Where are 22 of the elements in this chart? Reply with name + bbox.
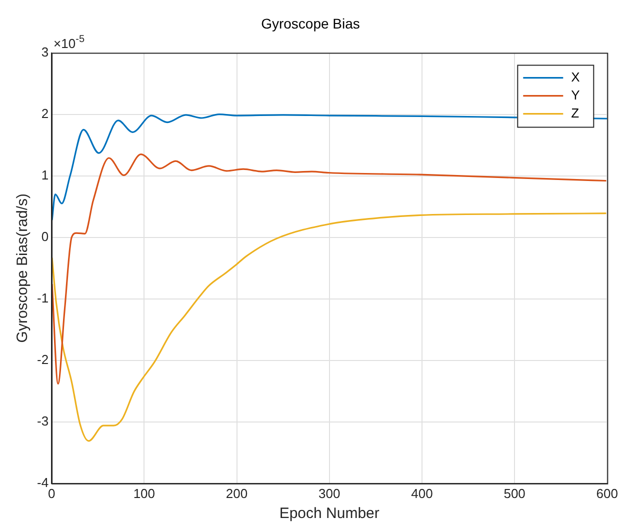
y-tick-label: -2 — [36, 352, 49, 367]
y-axis-title: Gyroscope Bias(rad/s) — [14, 193, 32, 343]
x-tick-label: 500 — [504, 486, 526, 501]
chart-title: Gyroscope Bias — [261, 15, 360, 32]
x-tick-label: 200 — [226, 486, 248, 501]
y-tick-label: 3 — [41, 44, 49, 60]
line-series — [52, 154, 608, 385]
y-tick-label: 2 — [41, 106, 49, 121]
x-tick-label: 600 — [596, 486, 618, 501]
y-tick-label: -4 — [36, 474, 49, 490]
y-tick-label: -3 — [36, 413, 49, 428]
x-tick-label: 100 — [133, 486, 156, 501]
legend-label: Z — [571, 105, 580, 120]
y-tick-label: 0 — [41, 228, 49, 244]
line-series — [52, 212, 608, 442]
x-tick-label: 400 — [411, 486, 433, 501]
legend-label: X — [571, 69, 580, 84]
x-tick-label: 300 — [318, 486, 340, 501]
x-axis-title: Epoch Number — [279, 505, 380, 522]
y-tick-label: 1 — [41, 167, 49, 182]
y-tick-label: -1 — [36, 290, 49, 306]
legend-label: Y — [571, 87, 580, 102]
